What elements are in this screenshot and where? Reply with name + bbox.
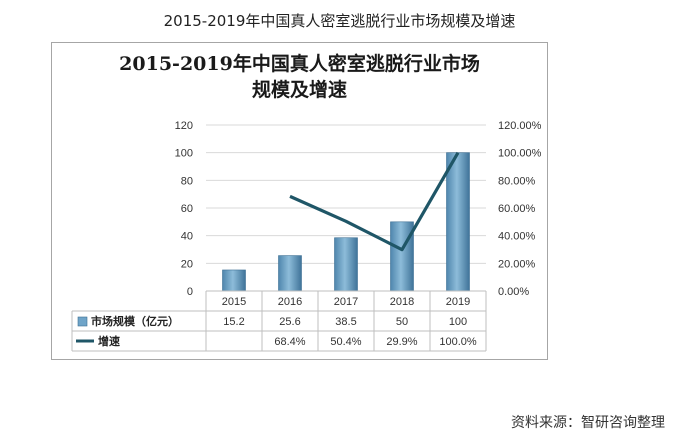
y-tick-label: 120 <box>175 120 193 132</box>
bar-2018 <box>390 221 414 292</box>
legend-key-bar <box>77 316 88 327</box>
data-label-size: 50 <box>396 316 408 328</box>
y-tick-label: 0 <box>187 286 193 298</box>
data-label-size: 15.2 <box>223 316 244 328</box>
y2-tick-label: 40.00% <box>498 231 536 243</box>
legend-label-bar: 市场规模（亿元） <box>91 314 179 328</box>
y2-tick-label: 60.00% <box>498 203 536 215</box>
y-tick-label: 20 <box>181 258 193 270</box>
bar-2019 <box>446 152 470 292</box>
page-title: 2015-2019年中国真人密室逃脱行业市场规模及增速 <box>163 12 516 30</box>
chart-title: 2015-2019年中国真人密室逃脱行业市场 规模及增速 <box>52 51 547 103</box>
x-tick-label: 2018 <box>390 296 414 308</box>
legend-label-line: 增速 <box>98 334 120 348</box>
data-label-size: 25.6 <box>279 316 300 328</box>
source-note: 资料来源：智研咨询整理 <box>511 415 665 431</box>
data-label-size: 100 <box>449 316 467 328</box>
chart-title-line-2: 规模及增速 <box>251 79 347 101</box>
bar-2017 <box>334 237 358 292</box>
x-tick-label: 2017 <box>334 296 358 308</box>
y-tick-label: 40 <box>181 231 193 243</box>
data-label-growth: 29.9% <box>386 336 417 348</box>
chart-svg: 0 0.00% 20 20.00% 40 40.00% 60 60.00% 80 80.00% 10… <box>71 120 542 352</box>
growth-line <box>289 151 460 252</box>
chart-frame: 2015-2019年中国真人密室逃脱行业市场 规模及增速 0 0.00% 20 20.… <box>51 42 548 360</box>
x-tick-label: 2016 <box>278 296 302 308</box>
data-label-growth: 100.0% <box>439 336 477 348</box>
y-tick-label: 60 <box>181 203 193 215</box>
y2-tick-label: 100.00% <box>498 148 542 160</box>
y-tick-label: 80 <box>181 175 193 187</box>
chart-title-line-1: 2015-2019年中国真人密室逃脱行业市场 <box>119 53 480 75</box>
bar-2015 <box>222 269 246 292</box>
y2-tick-label: 20.00% <box>498 258 536 270</box>
data-label-growth: 68.4% <box>274 336 305 348</box>
bar-2016 <box>278 255 302 292</box>
y2-tick-label: 0.00% <box>498 286 529 298</box>
y2-tick-label: 80.00% <box>498 175 536 187</box>
x-tick-label: 2015 <box>222 296 246 308</box>
data-label-size: 38.5 <box>335 316 356 328</box>
y2-tick-label: 120.00% <box>498 120 542 132</box>
x-tick-label: 2019 <box>446 296 470 308</box>
data-label-growth: 50.4% <box>330 336 361 348</box>
y-tick-label: 100 <box>175 148 193 160</box>
